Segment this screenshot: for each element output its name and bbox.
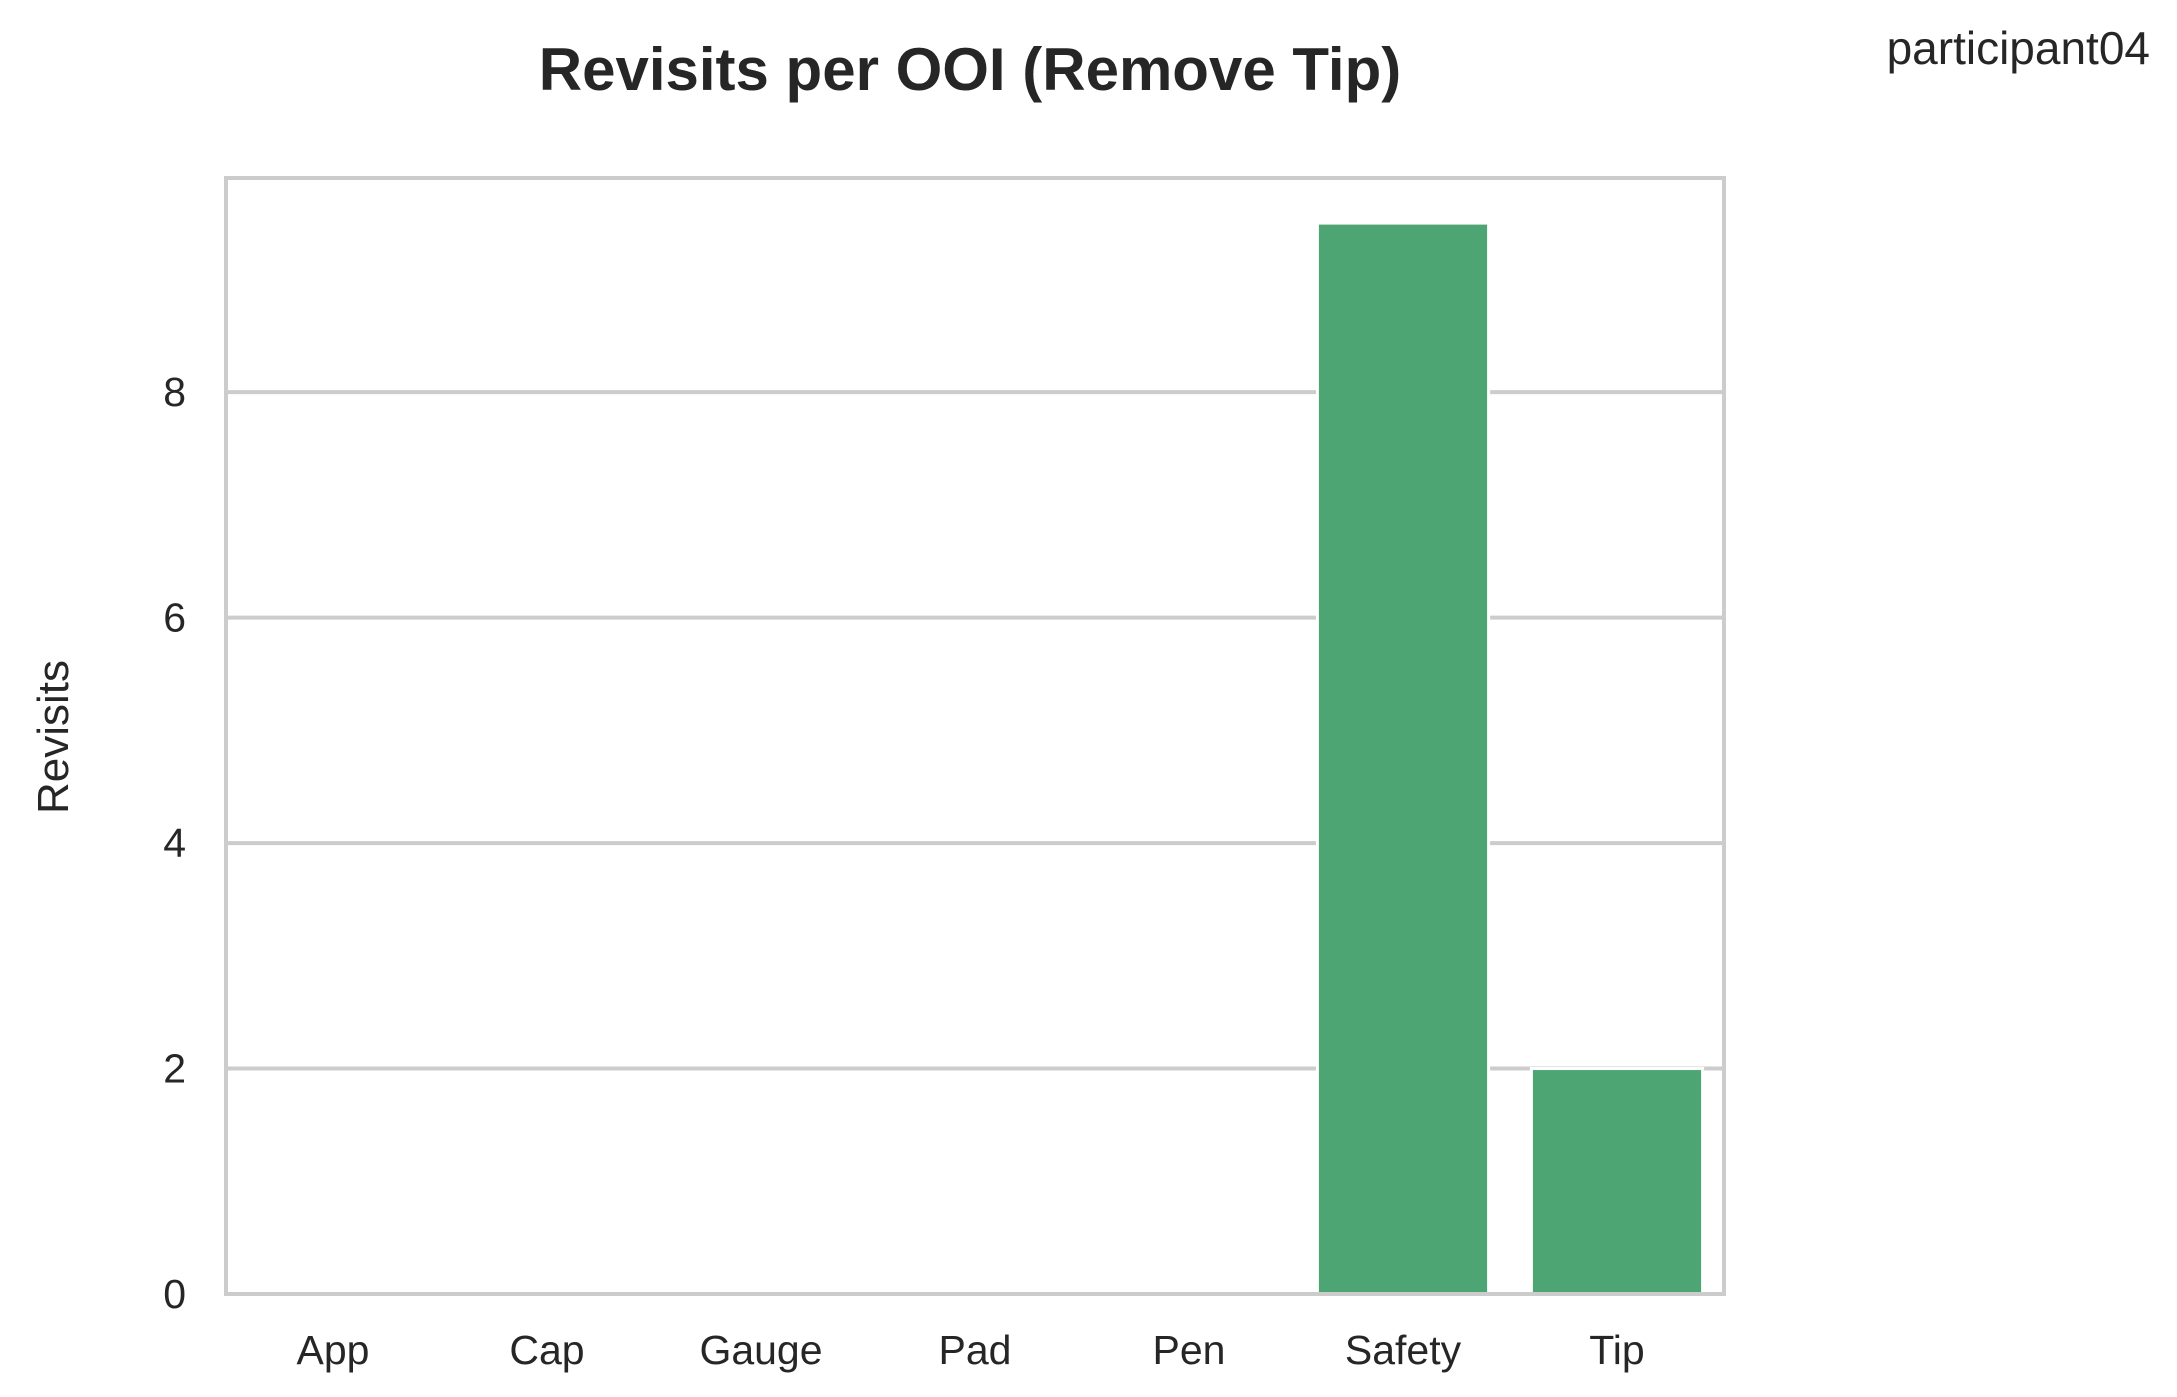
x-tick-label: App xyxy=(297,1327,370,1373)
chart-title: Revisits per OOI (Remove Tip) xyxy=(539,36,1401,103)
x-tick-label: Cap xyxy=(509,1327,584,1373)
gridlines xyxy=(226,390,1724,1071)
x-tick-label: Safety xyxy=(1345,1327,1462,1373)
x-tick-labels: App Cap Gauge Pad Pen Safety Tip xyxy=(297,1327,1645,1373)
bars xyxy=(1315,221,1705,1296)
participant-label: participant04 xyxy=(1887,22,2150,74)
x-tick-label: Tip xyxy=(1589,1327,1644,1373)
x-tick-label: Pen xyxy=(1153,1327,1226,1373)
bar-safety xyxy=(1315,221,1491,1296)
y-tick-label: 4 xyxy=(163,820,186,866)
y-tick-label: 8 xyxy=(163,369,186,415)
y-tick-label: 2 xyxy=(163,1046,186,1092)
x-tick-label: Gauge xyxy=(699,1327,822,1373)
plot-frame xyxy=(224,176,1726,1296)
x-tick-label: Pad xyxy=(939,1327,1012,1373)
y-axis-label: Revisits xyxy=(29,660,78,814)
y-tick-label: 0 xyxy=(163,1271,186,1317)
y-tick-labels: 0 2 4 6 8 xyxy=(163,369,186,1317)
y-tick-label: 6 xyxy=(163,595,186,641)
bar-tip xyxy=(1529,1067,1705,1296)
